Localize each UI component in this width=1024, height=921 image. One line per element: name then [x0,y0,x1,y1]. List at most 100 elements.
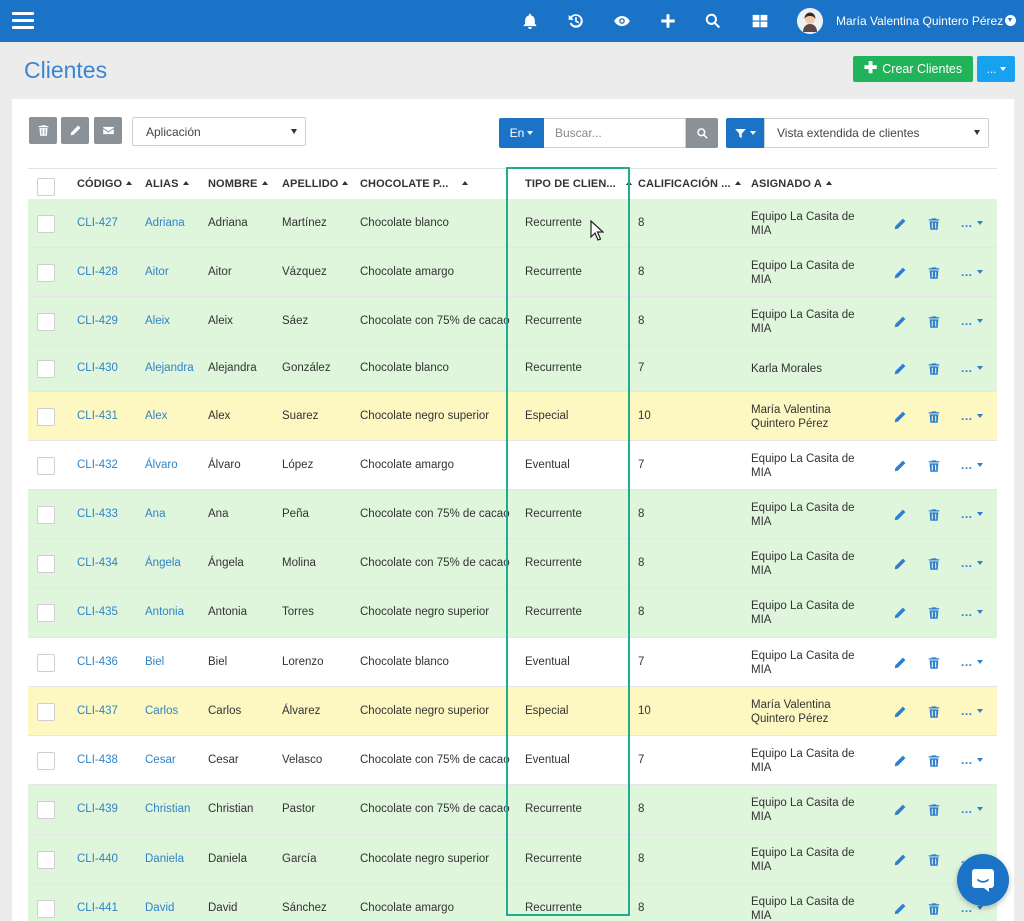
row-more-button[interactable]: ... [961,655,983,669]
trash-icon[interactable] [927,803,941,817]
table-row[interactable]: CLI-439 Christian Christian Pastor Chocolate… [28,785,997,835]
row-checkbox[interactable] [37,752,55,770]
row-more-button[interactable]: ... [961,265,983,279]
search-icon[interactable] [702,10,724,32]
client-code-link[interactable]: CLI-434 [77,557,118,569]
client-code-link[interactable]: CLI-428 [77,266,118,278]
delete-button[interactable] [29,117,57,144]
pencil-icon[interactable] [893,362,907,376]
client-alias-link[interactable]: Biel [145,656,165,668]
row-more-button[interactable]: ... [961,556,983,570]
trash-icon[interactable] [927,410,941,424]
application-select[interactable]: Aplicación [132,117,306,146]
client-alias-link[interactable]: Aleix [145,315,170,327]
client-alias-link[interactable]: Alejandra [145,362,194,374]
table-row[interactable]: CLI-435 Antonia Antonia Torres Chocolate neg… [28,588,997,638]
row-checkbox[interactable] [37,654,55,672]
more-actions-button[interactable]: ... [977,56,1015,82]
client-code-link[interactable]: CLI-439 [77,803,118,815]
column-header-asignado[interactable]: ASIGNADO A [751,178,832,190]
client-code-link[interactable]: CLI-435 [77,606,118,618]
client-alias-link[interactable]: Ana [145,508,166,520]
table-row[interactable]: CLI-432 Álvaro Álvaro López Chocolate amargo… [28,441,997,490]
column-header-code[interactable]: CÓDIGO [77,178,133,190]
client-alias-link[interactable]: Daniela [145,853,184,865]
create-client-button[interactable]: ✚ Crear Clientes [853,56,973,82]
row-more-button[interactable]: ... [961,458,983,472]
row-more-button[interactable]: ... [961,216,983,230]
client-code-link[interactable]: CLI-432 [77,459,118,471]
row-checkbox[interactable] [37,851,55,869]
client-alias-link[interactable]: Antonia [145,606,185,618]
search-button[interactable] [686,118,718,148]
email-button[interactable] [94,117,122,144]
pencil-icon[interactable] [893,459,907,473]
pencil-icon[interactable] [893,705,907,719]
table-row[interactable]: CLI-430 Alejandra Alejandra González Chocola… [28,346,997,392]
trash-icon[interactable] [927,853,941,867]
client-code-link[interactable]: CLI-427 [77,217,118,229]
row-checkbox[interactable] [37,360,55,378]
column-header-calificacion[interactable]: CALIFICACIÓN ... [638,178,741,190]
client-code-link[interactable]: CLI-437 [77,705,118,717]
edit-button[interactable] [61,117,89,144]
trash-icon[interactable] [927,656,941,670]
chat-button[interactable] [957,854,1009,906]
table-row[interactable]: CLI-436 Biel Biel Lorenzo Chocolate blanco Ev… [28,638,997,687]
trash-icon[interactable] [927,557,941,571]
client-alias-link[interactable]: Ángela [145,557,181,569]
row-more-button[interactable]: ... [961,605,983,619]
row-checkbox[interactable] [37,555,55,573]
row-more-button[interactable]: ... [961,753,983,767]
history-icon[interactable] [565,10,587,32]
table-row[interactable]: CLI-431 Alex Alex Suarez Chocolate negro sup… [28,392,997,441]
client-alias-link[interactable]: Álvaro [145,459,178,471]
client-alias-link[interactable]: David [145,902,175,914]
pencil-icon[interactable] [893,656,907,670]
client-code-link[interactable]: CLI-431 [77,410,118,422]
trash-icon[interactable] [927,362,941,376]
client-alias-link[interactable]: Adriana [145,217,185,229]
row-checkbox[interactable] [37,264,55,282]
row-checkbox[interactable] [37,604,55,622]
user-name[interactable]: María Valentina Quintero Pérez [836,14,1004,28]
row-more-button[interactable]: ... [961,409,983,423]
trash-icon[interactable] [927,754,941,768]
menu-icon[interactable] [12,12,34,30]
trash-icon[interactable] [927,315,941,329]
pencil-icon[interactable] [893,803,907,817]
client-code-link[interactable]: CLI-430 [77,362,118,374]
client-code-link[interactable]: CLI-436 [77,656,118,668]
pencil-icon[interactable] [893,217,907,231]
trash-icon[interactable] [927,606,941,620]
table-row[interactable]: CLI-438 Cesar Cesar Velasco Chocolate con 75… [28,736,997,785]
row-more-button[interactable]: ... [961,507,983,521]
pencil-icon[interactable] [893,410,907,424]
search-scope-button[interactable]: En [499,118,544,148]
trash-icon[interactable] [927,217,941,231]
client-alias-link[interactable]: Christian [145,803,191,815]
column-header-chocolate[interactable]: CHOCOLATE P... [360,178,469,190]
row-more-button[interactable]: ... [961,314,983,328]
row-more-button[interactable]: ... [961,704,983,718]
table-row[interactable]: CLI-428 Aitor Aitor Vázquez Chocolate amargo… [28,248,997,297]
column-header-nombre[interactable]: NOMBRE [208,178,268,190]
chevron-down-icon[interactable] [1005,15,1016,26]
pencil-icon[interactable] [893,266,907,280]
row-checkbox[interactable] [37,900,55,918]
row-checkbox[interactable] [37,215,55,233]
bell-icon[interactable] [519,10,541,32]
table-row[interactable]: CLI-434 Ángela Ángela Molina Chocolate con 7… [28,539,997,588]
plus-icon[interactable] [657,10,679,32]
client-code-link[interactable]: CLI-438 [77,754,118,766]
filter-button[interactable] [726,118,764,148]
trash-icon[interactable] [927,459,941,473]
client-code-link[interactable]: CLI-429 [77,315,118,327]
row-checkbox[interactable] [37,313,55,331]
pencil-icon[interactable] [893,557,907,571]
client-alias-link[interactable]: Aitor [145,266,169,278]
column-header-alias[interactable]: ALIAS [145,178,189,190]
row-checkbox[interactable] [37,801,55,819]
pencil-icon[interactable] [893,606,907,620]
column-header-tipo[interactable]: TIPO DE CLIEN... [525,178,632,190]
